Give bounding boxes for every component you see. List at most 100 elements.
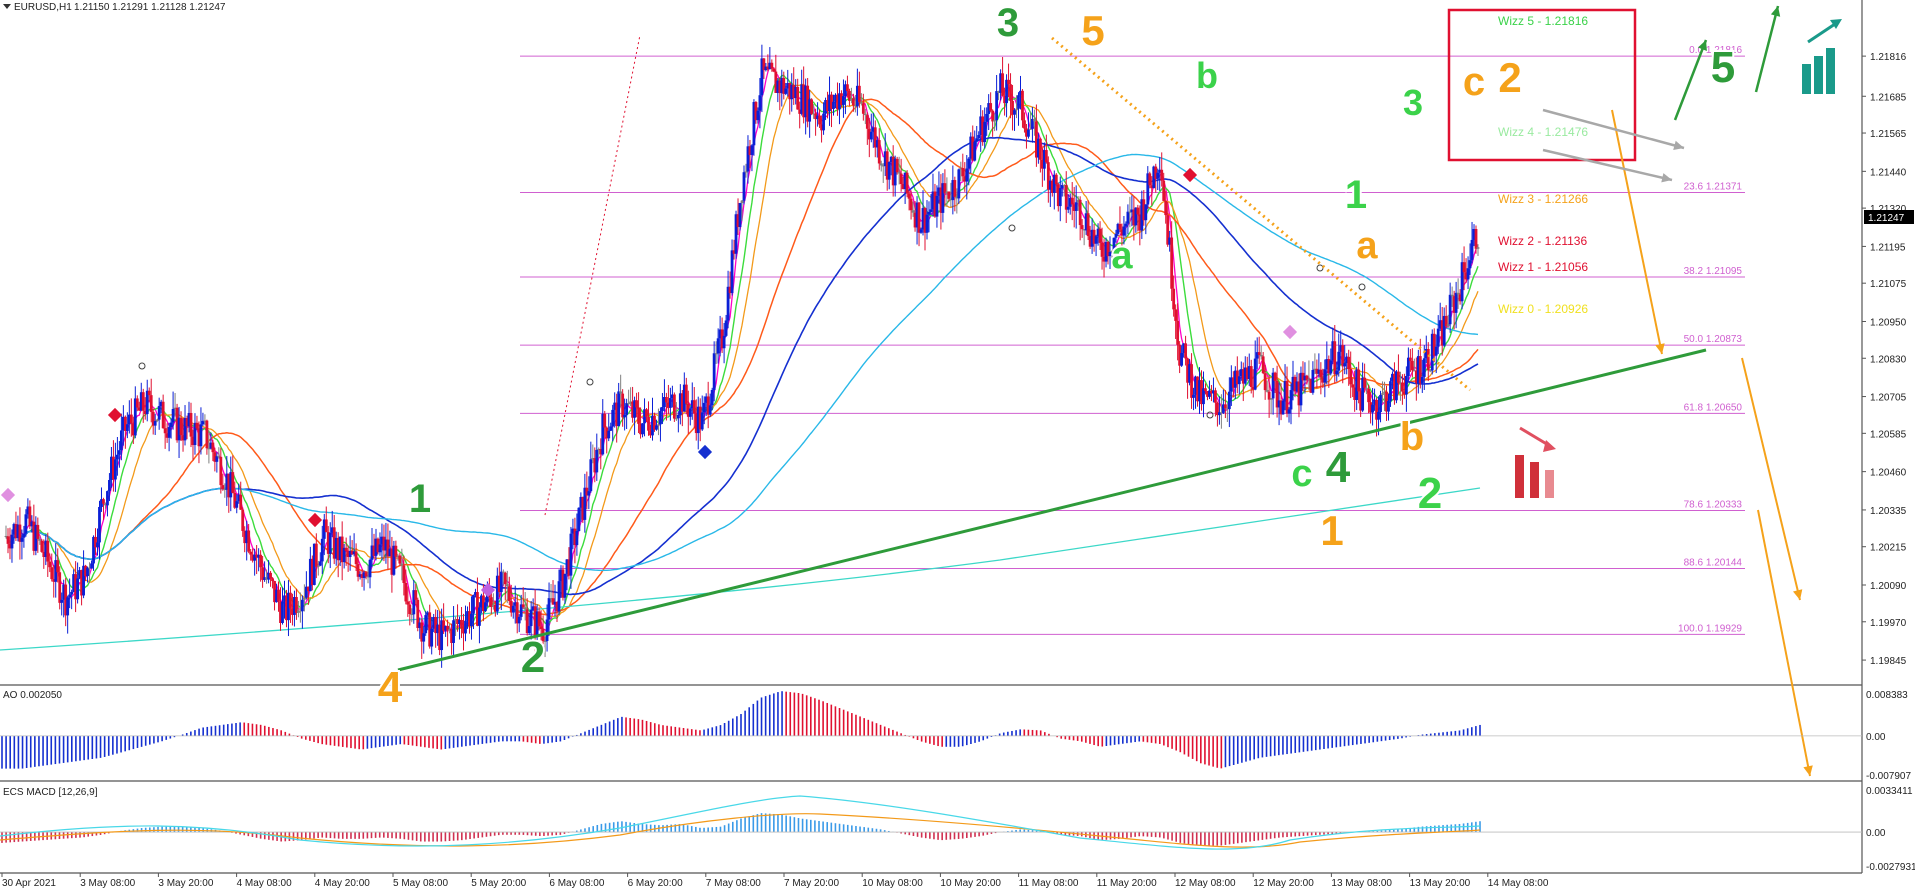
candle-body xyxy=(1212,390,1215,394)
candle-body xyxy=(312,543,316,585)
candle-body xyxy=(464,620,467,634)
candle-body xyxy=(1351,384,1355,388)
candle-body xyxy=(627,403,631,405)
candle-body xyxy=(1007,79,1010,85)
indicator-tick-label: -0.0027931 xyxy=(1866,862,1915,873)
candle-body xyxy=(519,604,523,617)
candle-body xyxy=(350,550,354,555)
candle-body xyxy=(32,521,36,551)
candle-body xyxy=(183,418,187,441)
candle-body xyxy=(806,85,810,122)
candle-body xyxy=(859,102,863,104)
candle-body xyxy=(96,542,99,548)
candle-body xyxy=(871,127,875,132)
candle-body xyxy=(1180,352,1184,366)
candle-body xyxy=(1377,411,1380,420)
candle-body xyxy=(478,607,481,626)
candle-body xyxy=(167,427,171,438)
candle-body xyxy=(1444,315,1448,327)
candle-body xyxy=(1021,90,1024,121)
candle-body xyxy=(722,335,726,349)
candle-body xyxy=(816,115,819,120)
candle-body xyxy=(553,601,557,605)
candle-body xyxy=(336,537,340,561)
candle-body xyxy=(1227,391,1231,410)
candle-body xyxy=(523,607,527,610)
candle-body xyxy=(48,561,52,568)
candle-body xyxy=(607,430,611,439)
candle-body xyxy=(855,85,859,107)
diamond-marker xyxy=(307,512,323,528)
candle-body xyxy=(275,589,278,603)
candle-body xyxy=(1448,294,1452,325)
candle-body xyxy=(468,611,471,627)
fib-label: 0.0 1.21816 xyxy=(1689,45,1742,56)
candle-body xyxy=(537,611,541,627)
candle-body xyxy=(760,58,764,96)
candle-body xyxy=(1315,368,1319,374)
arrow-head xyxy=(1793,589,1803,600)
candle-body xyxy=(1074,202,1078,211)
candle-body xyxy=(545,619,549,642)
candle-body xyxy=(1261,356,1265,374)
candle-body xyxy=(1424,348,1428,359)
candle-body xyxy=(446,625,449,631)
candle-body xyxy=(90,563,93,569)
candle-body xyxy=(674,418,678,420)
candle-body xyxy=(766,66,770,70)
wizz-label: Wizz 1 - 1.21056 xyxy=(1498,260,1588,274)
candle-body xyxy=(322,519,326,539)
candle-body xyxy=(919,229,923,233)
candle-body xyxy=(374,538,378,556)
candle-body xyxy=(1110,250,1114,252)
time-tick-label: 6 May 08:00 xyxy=(549,878,604,889)
candle-body xyxy=(28,506,32,527)
candle-body xyxy=(1033,118,1036,122)
wave-label: 3 xyxy=(1403,82,1423,123)
candle-body xyxy=(1166,215,1170,245)
candle-body xyxy=(161,401,165,429)
candle-body xyxy=(394,545,398,557)
candle-body xyxy=(547,598,551,620)
candle-body xyxy=(8,543,12,549)
candle-body xyxy=(667,402,670,408)
candle-body xyxy=(308,558,312,592)
candle-body xyxy=(555,601,559,612)
candle-body xyxy=(1229,377,1233,392)
candle-body xyxy=(935,195,939,217)
candle-body xyxy=(454,619,457,621)
candle-body xyxy=(326,532,330,554)
candle-body xyxy=(410,614,414,616)
candle-body xyxy=(1015,108,1018,111)
candle-body xyxy=(404,582,408,602)
wave-label: b xyxy=(1400,415,1424,459)
candle-body xyxy=(1273,372,1277,381)
moving-averages xyxy=(0,64,1481,651)
projection-arrow xyxy=(1754,5,1780,93)
candle-body xyxy=(989,103,993,111)
candle-body xyxy=(1186,358,1189,383)
candle-body xyxy=(1219,412,1223,414)
candle-body xyxy=(159,401,163,407)
candle-body xyxy=(1188,364,1191,383)
candle-body xyxy=(412,590,416,615)
candle-body xyxy=(754,102,758,121)
circle-marker xyxy=(586,378,594,386)
candle-body xyxy=(1005,79,1008,104)
candle-body xyxy=(881,165,885,167)
candle-body xyxy=(1210,390,1213,394)
candle-body xyxy=(967,158,971,169)
candle-body xyxy=(740,200,744,204)
dropdown-triangle-icon[interactable] xyxy=(3,4,11,9)
projection-arrow xyxy=(1542,108,1685,150)
candle-body xyxy=(939,187,943,213)
circle-marker xyxy=(138,362,146,370)
candle-body xyxy=(981,116,985,143)
symbol-label: EURUSD,H1 xyxy=(14,2,72,13)
candle-body xyxy=(661,407,664,412)
candle-body xyxy=(571,528,575,534)
time-tick-label: 12 May 08:00 xyxy=(1175,878,1236,889)
candle-body xyxy=(12,524,16,535)
